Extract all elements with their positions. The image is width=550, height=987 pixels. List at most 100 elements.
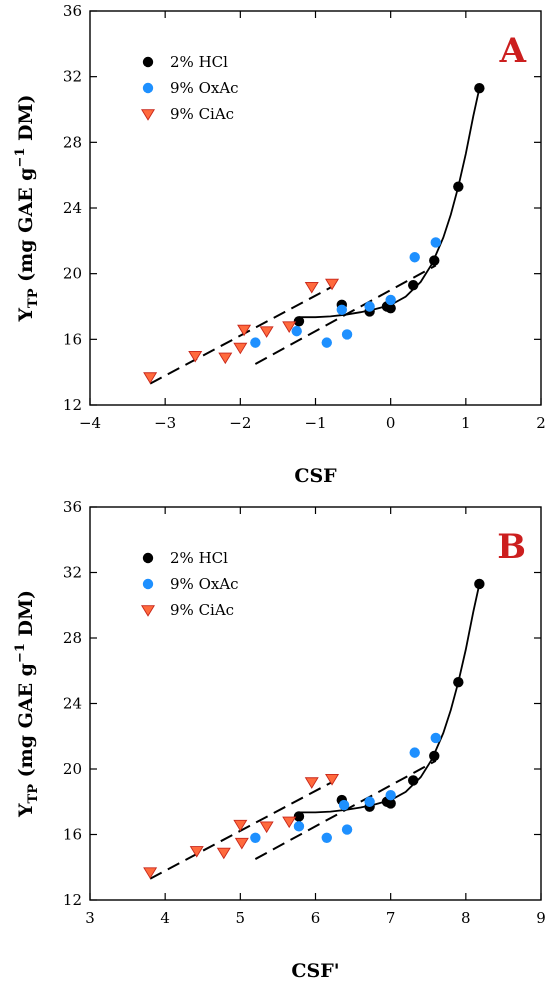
y-tick-label: 16 [63,826,82,844]
data-point [409,747,420,758]
y-tick-label: 20 [63,760,82,778]
data-point [143,867,158,879]
legend-marker [142,82,154,94]
data-point [188,350,203,363]
data-point [408,775,419,786]
data-point [218,352,233,365]
legend-label: 2% HCl [170,549,228,567]
legend-label: 9% CiAc [170,601,234,619]
data-point [408,279,419,291]
x-tick-label: 1 [461,414,471,432]
x-tick-label: −3 [154,414,176,432]
data-point [429,750,440,762]
data-point [250,337,261,348]
legend-label: 2% HCl [170,53,228,71]
data-point [237,324,252,337]
y-axis-title-main: Y [15,803,37,818]
legend-marker [141,605,155,617]
fit-curve-line [299,88,481,319]
data-point [430,732,441,744]
x-tick-label: 0 [386,414,396,432]
data-point [259,821,274,834]
legend-marker [142,578,154,590]
x-tick-label: 7 [386,909,396,927]
data-point [233,342,248,355]
legend-marker [142,552,154,564]
y-axis-title-end: DM) [15,590,37,643]
y-tick-label: 12 [63,891,82,909]
data-point [216,847,231,860]
legend-marker [141,109,155,121]
data-point [250,832,261,843]
legend-label: 9% OxAc [170,575,239,593]
data-point [364,796,375,807]
data-point [304,282,319,294]
legend-label: 9% CiAc [170,105,234,123]
data-point [304,777,319,789]
x-axis-title: CSF' [291,960,339,982]
legend-label: 9% OxAc [170,79,239,97]
y-tick-label: 36 [63,2,82,20]
x-tick-label: 4 [160,909,170,927]
data-point [293,821,305,832]
data-point [293,811,305,822]
panel-b: 3 4 5 6 7 8 9 12 16 20 24 28 32 36 CSF' YTP (mg GAE g−1… [13,498,546,982]
y-axis-title-subscript: TP [26,784,41,804]
y-tick-label: 16 [63,330,82,348]
data-point [189,846,204,858]
data-point [385,294,396,306]
fit-curve-line [299,583,481,814]
data-point [234,837,249,850]
x-tick-label: −4 [79,414,101,432]
data-point [385,798,396,809]
panel-letter: B [497,527,526,567]
y-axis-title-superscript: −1 [13,148,28,168]
data-point [233,819,248,832]
data-point [453,677,464,688]
y-axis-title-superscript: −1 [13,643,28,663]
data-point [293,316,305,327]
y-axis-title-units: (mg GAE g [15,168,37,289]
data-point [453,181,464,192]
data-point [474,82,485,94]
data-point [325,278,340,291]
data-point [430,237,441,248]
y-axis-title: YTP (mg GAE g−1 DM) [13,94,41,322]
data-point [341,824,353,835]
y-axis-title-subscript: TP [26,288,41,308]
y-tick-label: 36 [63,498,82,516]
data-point [474,578,485,590]
y-tick-label: 24 [63,199,82,217]
y-axis-title-main: Y [15,308,37,323]
dashed-trend-line [149,285,333,385]
x-tick-label: −2 [229,414,251,432]
plot-frame [89,10,542,406]
data-point [282,321,297,333]
y-axis-title-units: (mg GAE g [15,663,37,784]
data-point [385,790,396,801]
data-point [341,329,353,340]
data-point [321,832,332,843]
dashed-trend-line [149,781,333,880]
x-tick-label: 3 [85,909,95,927]
y-axis-title-end: DM) [15,94,37,147]
x-tick-label: 5 [236,909,246,927]
data-point [409,252,420,263]
data-point [325,774,340,786]
x-tick-label: 9 [536,909,546,927]
y-tick-label: 28 [63,133,82,151]
data-point [282,816,297,829]
data-point [385,302,396,314]
y-tick-label: 32 [63,68,82,86]
y-tick-label: 28 [63,629,82,647]
data-point [429,255,440,266]
x-tick-label: 2 [536,414,546,432]
data-point [321,337,332,348]
y-axis-title: YTP (mg GAE g−1 DM) [13,590,41,818]
legend-marker [142,56,154,68]
data-point [259,326,274,338]
data-point [338,799,350,811]
x-tick-label: 6 [311,909,321,927]
plot-frame [89,506,542,901]
